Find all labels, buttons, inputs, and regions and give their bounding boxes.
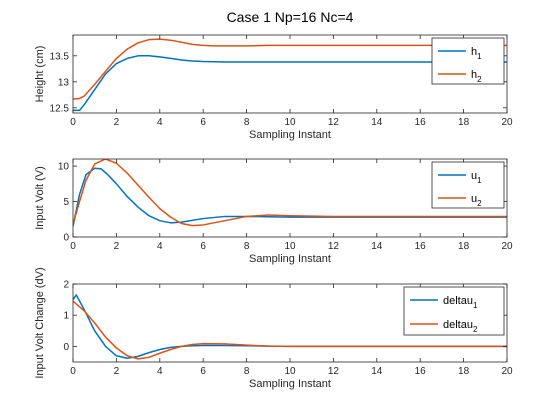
x-tick-label: 4 xyxy=(157,241,163,252)
y-tick-label: 0 xyxy=(63,342,69,353)
legend-label-2: h2 xyxy=(471,69,482,84)
y-tick-label: 1 xyxy=(63,311,69,322)
legend-label-1: u1 xyxy=(471,170,482,185)
x-tick-label: 2 xyxy=(114,366,120,377)
x-tick-label: 14 xyxy=(371,241,383,252)
y-tick-label: 2 xyxy=(63,280,69,291)
legend-label-1: h1 xyxy=(471,46,482,61)
x-tick-label: 2 xyxy=(114,117,120,128)
x-tick-label: 18 xyxy=(458,117,470,128)
x-axis-label: Sampling Instant xyxy=(249,129,331,141)
y-tick-label: 12.5 xyxy=(50,103,70,114)
x-axis-label: Sampling Instant xyxy=(249,378,331,390)
x-tick-label: 10 xyxy=(284,117,296,128)
x-tick-label: 8 xyxy=(244,117,250,128)
legend: deltau1 deltau2 xyxy=(403,286,505,336)
y-tick-label: 13.5 xyxy=(50,51,70,62)
legend-box xyxy=(431,161,505,209)
x-axis-label: Sampling Instant xyxy=(249,253,331,265)
x-tick-label: 18 xyxy=(458,366,470,377)
y-axis-label: Input Volt Change (dV) xyxy=(34,267,46,378)
x-tick-label: 14 xyxy=(371,366,383,377)
x-tick-label: 10 xyxy=(284,366,296,377)
x-tick-label: 20 xyxy=(501,117,513,128)
legend-label-2: u2 xyxy=(471,193,482,208)
legend-subscript: 2 xyxy=(477,199,482,208)
legend-subscript: 1 xyxy=(473,301,478,310)
x-tick-label: 6 xyxy=(200,366,206,377)
x-tick-label: 4 xyxy=(157,117,163,128)
x-tick-label: 16 xyxy=(415,241,427,252)
y-tick-label: 0 xyxy=(63,233,69,244)
x-tick-label: 16 xyxy=(415,117,427,128)
x-tick-label: 20 xyxy=(501,241,513,252)
x-tick-label: 16 xyxy=(415,366,427,377)
x-tick-label: 8 xyxy=(244,241,250,252)
x-tick-label: 6 xyxy=(200,117,206,128)
x-tick-label: 12 xyxy=(328,117,340,128)
y-axis-label: Input Volt (V) xyxy=(34,166,46,230)
x-tick-label: 14 xyxy=(371,117,383,128)
series-line-2 xyxy=(73,38,507,100)
x-tick-label: 12 xyxy=(328,241,340,252)
x-tick-label: 10 xyxy=(284,241,296,252)
x-tick-label: 2 xyxy=(114,241,120,252)
x-tick-label: 6 xyxy=(200,241,206,252)
legend-subscript: 2 xyxy=(473,325,478,334)
legend-label-2: deltau2 xyxy=(443,319,478,334)
legend-subscript: 1 xyxy=(477,52,482,61)
y-tick-label: 13 xyxy=(58,77,70,88)
legend: h1 h2 xyxy=(431,37,505,85)
series-line-2 xyxy=(73,300,507,360)
x-tick-label: 0 xyxy=(70,241,76,252)
x-tick-label: 4 xyxy=(157,366,163,377)
legend-subscript: 1 xyxy=(477,176,482,185)
x-tick-label: 12 xyxy=(328,366,340,377)
series-line-1 xyxy=(73,55,507,112)
y-tick-label: 10 xyxy=(58,162,70,173)
x-tick-label: 0 xyxy=(70,117,76,128)
legend-label-1: deltau1 xyxy=(443,295,478,310)
y-axis-label: Height (cm) xyxy=(34,46,46,103)
x-tick-label: 8 xyxy=(244,366,250,377)
legend: u1 u2 xyxy=(431,161,505,209)
y-tick-label: 5 xyxy=(63,197,69,208)
legend-box xyxy=(403,286,505,336)
x-tick-label: 0 xyxy=(70,366,76,377)
chart-title: Case 1 Np=16 Nc=4 xyxy=(227,9,354,25)
legend-box xyxy=(431,37,505,85)
x-tick-label: 20 xyxy=(501,366,513,377)
legend-subscript: 2 xyxy=(477,75,482,84)
series-line-2 xyxy=(73,159,507,227)
x-tick-label: 18 xyxy=(458,241,470,252)
